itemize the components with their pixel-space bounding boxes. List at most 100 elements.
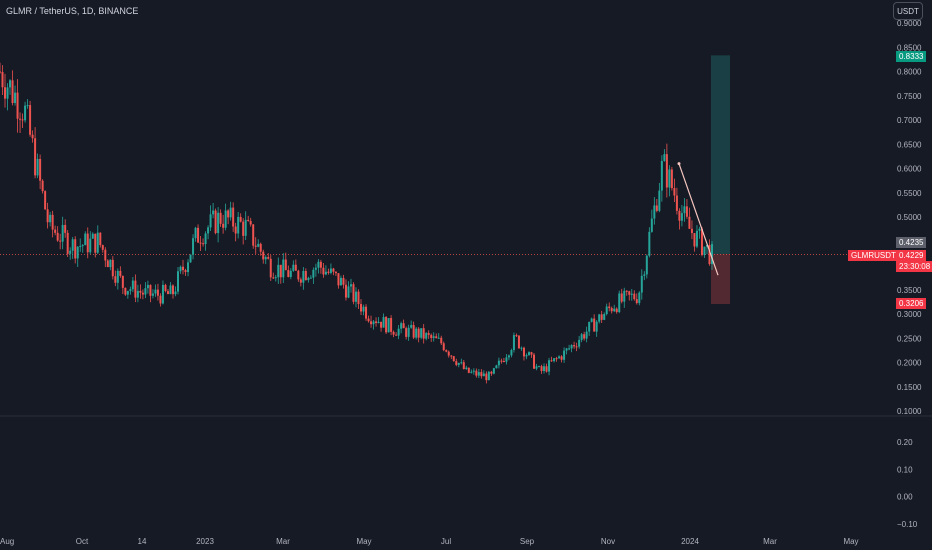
candle-body — [4, 87, 7, 99]
candle-body — [600, 314, 603, 320]
candle-body — [390, 318, 393, 332]
candle-body — [144, 288, 147, 295]
candle-body — [259, 243, 262, 252]
y-tick-label: 0.2500 — [897, 334, 922, 343]
candle-body — [254, 245, 257, 247]
candle-body — [467, 367, 470, 373]
candle-body — [61, 224, 64, 242]
candle-body — [372, 321, 375, 325]
candle-body — [352, 284, 355, 302]
candle-body — [563, 350, 566, 360]
entry-price-tag: 0.4235 — [896, 237, 927, 248]
trendline — [678, 163, 719, 276]
candle-body — [349, 284, 352, 287]
candle-body — [327, 271, 330, 273]
candle-body — [515, 335, 518, 337]
candle-body — [420, 328, 423, 338]
candle-body — [477, 372, 480, 376]
candle-body — [618, 293, 621, 313]
candle-body — [613, 308, 616, 312]
candle-body — [558, 356, 561, 359]
candle-body — [289, 270, 292, 277]
candle-body — [29, 105, 32, 135]
y-tick-label: 0.5000 — [897, 213, 922, 222]
candle-body — [545, 366, 548, 372]
candle-body — [623, 290, 626, 302]
lower-y-tick-label: 0.00 — [897, 493, 913, 502]
candle-body — [121, 275, 124, 288]
y-tick-label: 0.6000 — [897, 165, 922, 174]
candle-body — [575, 346, 578, 348]
candle-body — [119, 270, 122, 276]
candle-body — [267, 256, 270, 259]
candle-body — [224, 210, 227, 228]
countdown-tag: 23:30:08 — [896, 261, 932, 272]
candle-body — [698, 228, 701, 231]
trendline-anchor — [677, 162, 681, 166]
candle-body — [69, 250, 72, 254]
candle-body — [480, 372, 483, 377]
candle-body — [590, 318, 593, 322]
candle-body — [269, 258, 272, 278]
candle-body — [129, 289, 132, 291]
candle-body — [272, 277, 275, 279]
candle-body — [182, 266, 185, 271]
x-tick-label: Sep — [520, 537, 535, 546]
currency-button[interactable]: USDT — [893, 2, 923, 20]
candle-body — [227, 210, 230, 218]
candle-body — [94, 233, 97, 253]
symbol-tag: GLMRUSDT — [848, 250, 899, 261]
candle-body — [149, 284, 152, 296]
candle-body — [485, 373, 488, 381]
candle-body — [209, 214, 212, 228]
lower-y-tick-label: 0.10 — [897, 465, 913, 474]
candle-body — [171, 285, 174, 295]
candle-body — [202, 243, 205, 245]
candle-body — [179, 266, 182, 272]
candle-body — [337, 273, 340, 286]
candle-body — [141, 292, 144, 295]
candle-body — [307, 277, 310, 281]
candle-body — [628, 291, 631, 295]
candle-body — [650, 218, 653, 232]
candle-body — [1, 71, 4, 88]
candle-body — [249, 220, 252, 225]
candle-body — [497, 360, 500, 366]
candle-body — [166, 291, 169, 295]
candle-body — [643, 274, 646, 276]
candle-body — [660, 160, 663, 191]
candle-body — [527, 352, 530, 356]
candle-body — [342, 277, 345, 285]
candle-body — [96, 232, 99, 253]
candle-body — [507, 355, 510, 358]
x-tick-label: 2023 — [196, 537, 214, 546]
candle-body — [0, 71, 1, 73]
candle-body — [472, 370, 475, 372]
candle-body — [334, 271, 337, 274]
candle-body — [630, 293, 633, 295]
candle-body — [54, 229, 57, 233]
candle-body — [377, 321, 380, 324]
candle-body — [675, 195, 678, 211]
candle-body — [412, 325, 415, 338]
x-tick-label: Nov — [601, 537, 615, 546]
candle-body — [705, 244, 708, 247]
candle-body — [530, 352, 533, 355]
x-tick-label: Oct — [76, 537, 89, 546]
candle-body — [392, 331, 395, 335]
candle-body — [683, 206, 686, 214]
x-tick-label: Aug — [0, 537, 14, 546]
candle-body — [555, 358, 558, 360]
candle-body — [517, 335, 520, 349]
candle-body — [610, 308, 613, 312]
y-tick-label: 0.7500 — [897, 92, 922, 101]
candle-body — [212, 210, 215, 215]
candle-body — [169, 285, 172, 295]
candle-body — [232, 207, 235, 227]
candle-body — [79, 245, 82, 247]
candle-body — [66, 232, 69, 254]
y-tick-label: 0.8500 — [897, 43, 922, 52]
candle-body — [568, 348, 571, 350]
candle-body — [690, 228, 693, 234]
